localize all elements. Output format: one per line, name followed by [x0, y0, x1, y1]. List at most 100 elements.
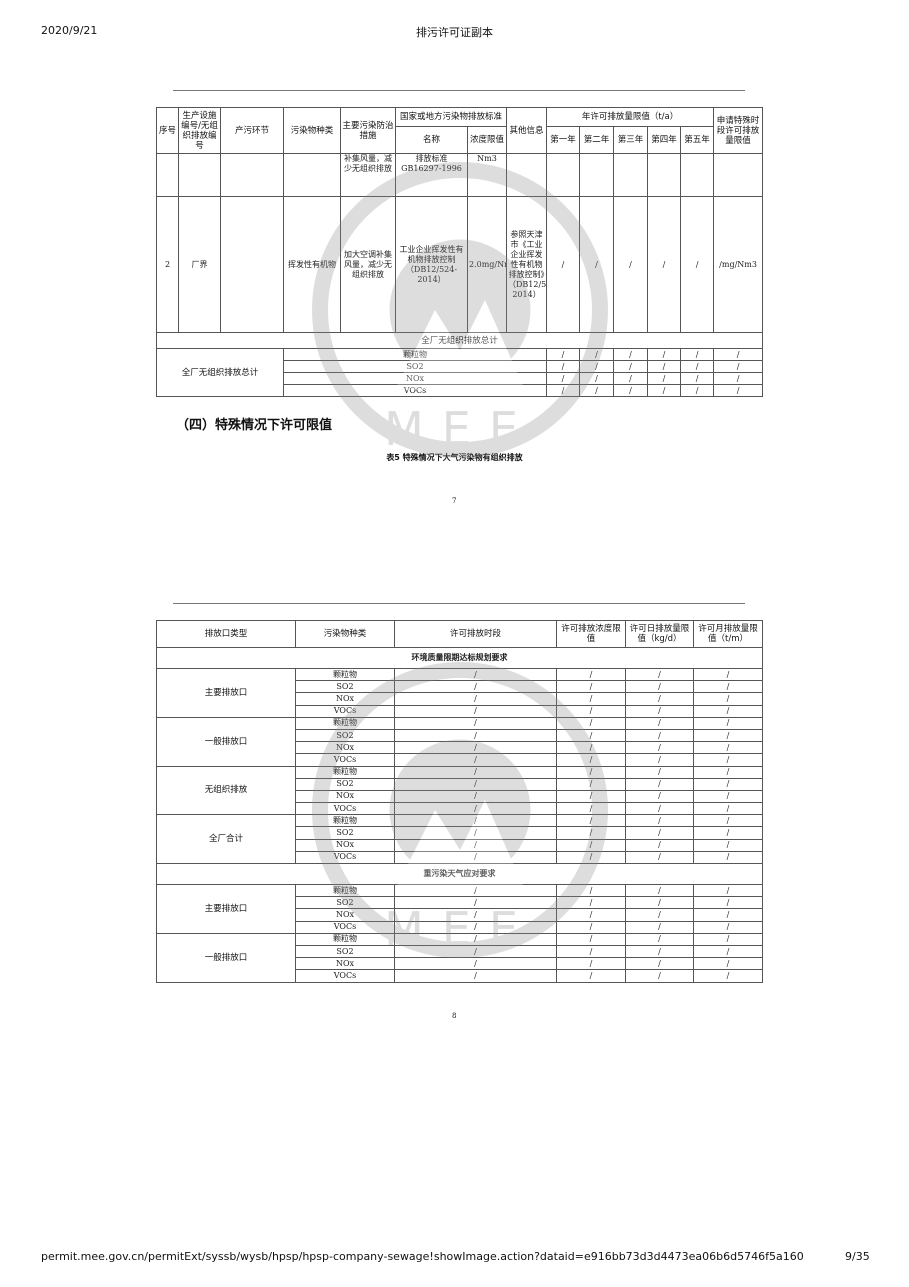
header-measures: 主要污染防治措施 [340, 107, 396, 154]
print-title: 排污许可证副本 [416, 26, 493, 39]
cell-value: / [556, 802, 626, 816]
table-row: 主要排放口 颗粒物 / / / / [156, 883, 763, 934]
cell-pollutant: SO2 [295, 826, 395, 840]
cell-pollutant: SO2 [295, 680, 395, 694]
cell-value: / [613, 360, 649, 373]
cell-value: / [556, 789, 626, 804]
cell-value: / [579, 372, 615, 385]
header-year: 第一年 [546, 126, 581, 154]
cell-value: / [680, 348, 715, 361]
cell-pollutant: NOx [295, 957, 395, 971]
cell-value: / [693, 969, 763, 983]
cell-std-name: 工业企业挥发性有机物排放控制（DB12/524-2014） [395, 196, 468, 333]
cell-year: / [613, 196, 649, 333]
cell-value: / [394, 704, 557, 718]
cell-value: / [625, 883, 694, 898]
cell-value: / [693, 838, 763, 852]
cell-value: / [713, 372, 764, 385]
cell-pollutant: SO2 [295, 896, 395, 910]
cell-value: / [394, 838, 557, 852]
total-label: 全厂无组织排放总计 [156, 348, 284, 397]
table-row: VOCs / / / / / / [157, 384, 764, 397]
cell-value: / [556, 969, 626, 983]
header-stage: 产污环节 [220, 107, 284, 154]
outlet-type: 一般排放口 [156, 716, 296, 767]
header-year: 第二年 [579, 126, 615, 154]
cell-value: / [394, 667, 557, 682]
table-row: SO2// / / [157, 896, 763, 910]
header-facility: 生产设施编号/无组织排放编号 [178, 107, 221, 154]
cell-value: / [680, 384, 715, 397]
cell-pollutant: VOCs [295, 850, 395, 865]
cell-value: / [693, 850, 763, 865]
cell-value: / [579, 360, 615, 373]
cell-value: / [647, 360, 682, 373]
unorganized-emission-table: 序号 生产设施编号/无组织排放编号 产污环节 污染物种类 主要污染防治措施 国家… [155, 107, 764, 397]
table-row: 一般排放口 颗粒物 / / / / [156, 716, 763, 767]
cell-value: / [693, 932, 763, 946]
cell-value: / [394, 826, 557, 840]
cell-value: / [546, 372, 581, 385]
cell-pollutant: NOx [295, 838, 395, 852]
cell-value: / [625, 716, 694, 730]
table-row: SO2// / / [157, 777, 763, 791]
cell-value: / [394, 728, 557, 743]
cell-pollutant: 颗粒物 [295, 932, 395, 946]
cell-facility: 厂界 [178, 196, 221, 333]
cell-value: / [556, 704, 626, 718]
cell-value: / [394, 932, 557, 946]
cell-value: / [693, 741, 763, 755]
outlet-type: 全厂合计 [156, 814, 296, 864]
cell-value: / [693, 680, 763, 694]
cell-value: / [394, 802, 557, 816]
cell-pollutant: NOx [295, 908, 395, 922]
cell-measures: 加大空调补集风量，减少无组织排放 [340, 196, 396, 333]
header-std-limit: 浓度限值 [466, 126, 508, 154]
cell-value: / [556, 883, 626, 898]
cell-value: / [546, 360, 581, 373]
table-row: 全厂合计 颗粒物 / / / / [156, 814, 763, 864]
cell-pollutant: 颗粒物 [295, 716, 395, 730]
cell-value: / [693, 814, 763, 828]
table-row: NOx / / / / [157, 741, 763, 755]
table-row: 无组织排放 颗粒物 / / / / [156, 765, 763, 816]
outlet-type: 无组织排放 [156, 765, 296, 816]
cell-value: / [693, 692, 763, 706]
cell-other: 参照天津市《工业企业挥发性有机物排放控制》（DB12/524-2014） [506, 196, 548, 333]
divider [173, 90, 745, 91]
header-pollutant: 污染物种类 [283, 107, 341, 154]
cell-value: / [394, 765, 557, 779]
cell-value: / [394, 814, 557, 828]
cell-value: / [613, 384, 649, 397]
section-title: 环境质量限期达标规划要求 [156, 647, 763, 669]
cell-value: / [546, 384, 581, 397]
cell-value: / [579, 384, 615, 397]
header-annual: 年许可排放量限值（t/a） [546, 107, 715, 127]
outlet-type: 主要排放口 [156, 668, 296, 718]
cell-value: / [394, 753, 557, 767]
cell-value: / [613, 348, 649, 361]
cell-value: / [625, 802, 694, 816]
table-row: 补集风量，减少无组织排放 排放标准GB16297-1996 Nm3 [156, 153, 764, 197]
table-row: VOCs / / / / [157, 920, 763, 934]
table-row: VOCs / / / / [157, 802, 763, 816]
cell-std-limit: 2.0mg/Nm3 [466, 196, 508, 333]
cell-pollutant: SO2 [295, 728, 395, 743]
cell-value: / [556, 728, 626, 743]
cell-value: / [394, 680, 557, 694]
cell-value: / [556, 850, 626, 865]
cell-seq: 2 [156, 196, 179, 333]
header-year: 第三年 [613, 126, 649, 154]
cell-value: / [625, 680, 694, 694]
cell-value: / [556, 814, 626, 828]
cell-value: / [693, 704, 763, 718]
cell-value: / [713, 360, 764, 373]
header-cell: 污染物种类 [295, 620, 395, 648]
cell-value: / [394, 944, 557, 959]
cell-stage [220, 196, 284, 333]
cell-pollutant: 挥发性有机物 [283, 196, 341, 333]
section-heading: （四）特殊情况下许可限值 [176, 418, 333, 433]
cell-value: / [693, 908, 763, 922]
cell-value: / [713, 348, 764, 361]
cell-std-name: 排放标准GB16297-1996 [395, 153, 468, 197]
